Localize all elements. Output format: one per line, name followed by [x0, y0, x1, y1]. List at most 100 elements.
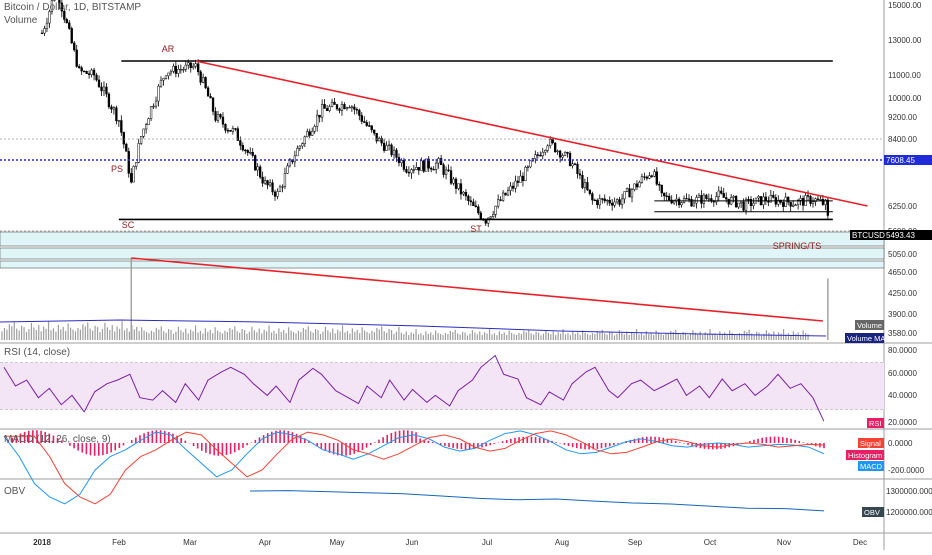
candle-body: [276, 191, 279, 197]
candle-body: [154, 100, 158, 107]
candle-body: [494, 205, 497, 215]
candle-body: [492, 214, 495, 217]
candle-body: [474, 205, 477, 208]
candle-body: [256, 166, 259, 171]
candle-body: [591, 193, 594, 201]
candle-body: [690, 198, 693, 207]
macd-tick-label: 0.0000: [888, 439, 913, 448]
candle-body: [573, 163, 577, 165]
price-tick-label: 15000.00: [888, 1, 922, 10]
candle-body: [100, 86, 103, 92]
candle-body: [382, 142, 386, 151]
candle-body: [546, 145, 549, 151]
annotation-ps: PS: [111, 164, 123, 174]
price-tick-label: 3900.00: [888, 310, 917, 319]
candle-body: [777, 199, 780, 205]
level-tag-bg: [884, 155, 932, 165]
candle-body: [806, 195, 810, 197]
candle-body: [132, 166, 135, 183]
histogram-tag-bg: [846, 450, 884, 460]
candle-body: [606, 199, 609, 202]
candle-body: [702, 194, 706, 204]
candle-body: [95, 74, 98, 81]
rsi-tick-label: 80.0000: [888, 346, 917, 355]
candle-body: [392, 149, 396, 156]
candle-body: [593, 199, 596, 202]
candle-body: [187, 62, 190, 66]
candle-body: [586, 182, 589, 191]
candle-body: [335, 104, 339, 110]
candle-body: [615, 199, 619, 203]
candle-body: [244, 149, 247, 152]
candle-body: [117, 120, 121, 122]
candle-body: [316, 114, 319, 127]
candle-body: [787, 196, 790, 203]
candle-body: [127, 151, 130, 174]
candle-body: [670, 199, 673, 204]
candle-body: [772, 194, 775, 198]
candle-body: [92, 69, 96, 76]
candle-body: [130, 173, 133, 183]
rsi-band: [0, 362, 884, 410]
candle-body: [789, 201, 792, 207]
candle-body: [596, 199, 599, 206]
price-tick-label: 11000.00: [888, 71, 921, 80]
candle-body: [273, 191, 277, 197]
support-zone: [0, 247, 885, 260]
candle-body: [348, 107, 351, 109]
candle-body: [358, 109, 361, 116]
candle-body: [48, 11, 51, 24]
candle-body: [571, 163, 574, 167]
candle-body: [588, 189, 592, 194]
candle-body: [549, 139, 552, 147]
candle-body: [226, 130, 230, 132]
time-tick-label: Feb: [112, 538, 126, 547]
candle-body: [368, 125, 371, 127]
signal-line: [4, 430, 825, 505]
time-tick-label: Mar: [183, 538, 197, 547]
rsi-title: RSI (14, close): [4, 347, 71, 358]
candle-body: [715, 196, 718, 203]
rsi-tag-bg: [867, 418, 884, 428]
candle-body: [395, 149, 398, 158]
candle-body: [182, 69, 185, 71]
candle-body: [387, 144, 391, 146]
candle-body: [796, 199, 800, 206]
candle-body: [147, 118, 150, 126]
candle-body: [144, 124, 148, 130]
candle-body: [246, 150, 249, 153]
candle-body: [78, 66, 81, 68]
candle-body: [650, 175, 653, 177]
candle-body: [224, 123, 227, 131]
time-tick-label: 2018: [33, 538, 51, 547]
candle-body: [283, 173, 287, 187]
candle-body: [236, 128, 239, 141]
candle-body: [516, 180, 520, 183]
candle-body: [206, 87, 210, 97]
candle-body: [343, 104, 346, 110]
candle-body: [370, 125, 373, 131]
candle-body: [425, 158, 428, 172]
candle-body: [534, 154, 537, 159]
candle-body: [328, 106, 331, 111]
candle-body: [149, 106, 153, 119]
candle-body: [737, 202, 740, 208]
candle-body: [439, 158, 443, 165]
candle-body: [125, 143, 128, 152]
candle-body: [618, 199, 621, 205]
candle-body: [73, 42, 76, 51]
candle-body: [477, 206, 480, 214]
candle-body: [734, 196, 738, 208]
macd-tag-bg: [858, 461, 884, 471]
candle-body: [60, 2, 63, 12]
candle-body: [581, 174, 584, 188]
candle-body: [323, 104, 326, 109]
candle-body: [504, 192, 507, 196]
candle-body: [501, 192, 505, 201]
candle-body: [75, 49, 78, 67]
price-tick-label: 6250.00: [888, 202, 917, 211]
candle-body: [638, 182, 641, 188]
candle-body: [229, 130, 232, 132]
